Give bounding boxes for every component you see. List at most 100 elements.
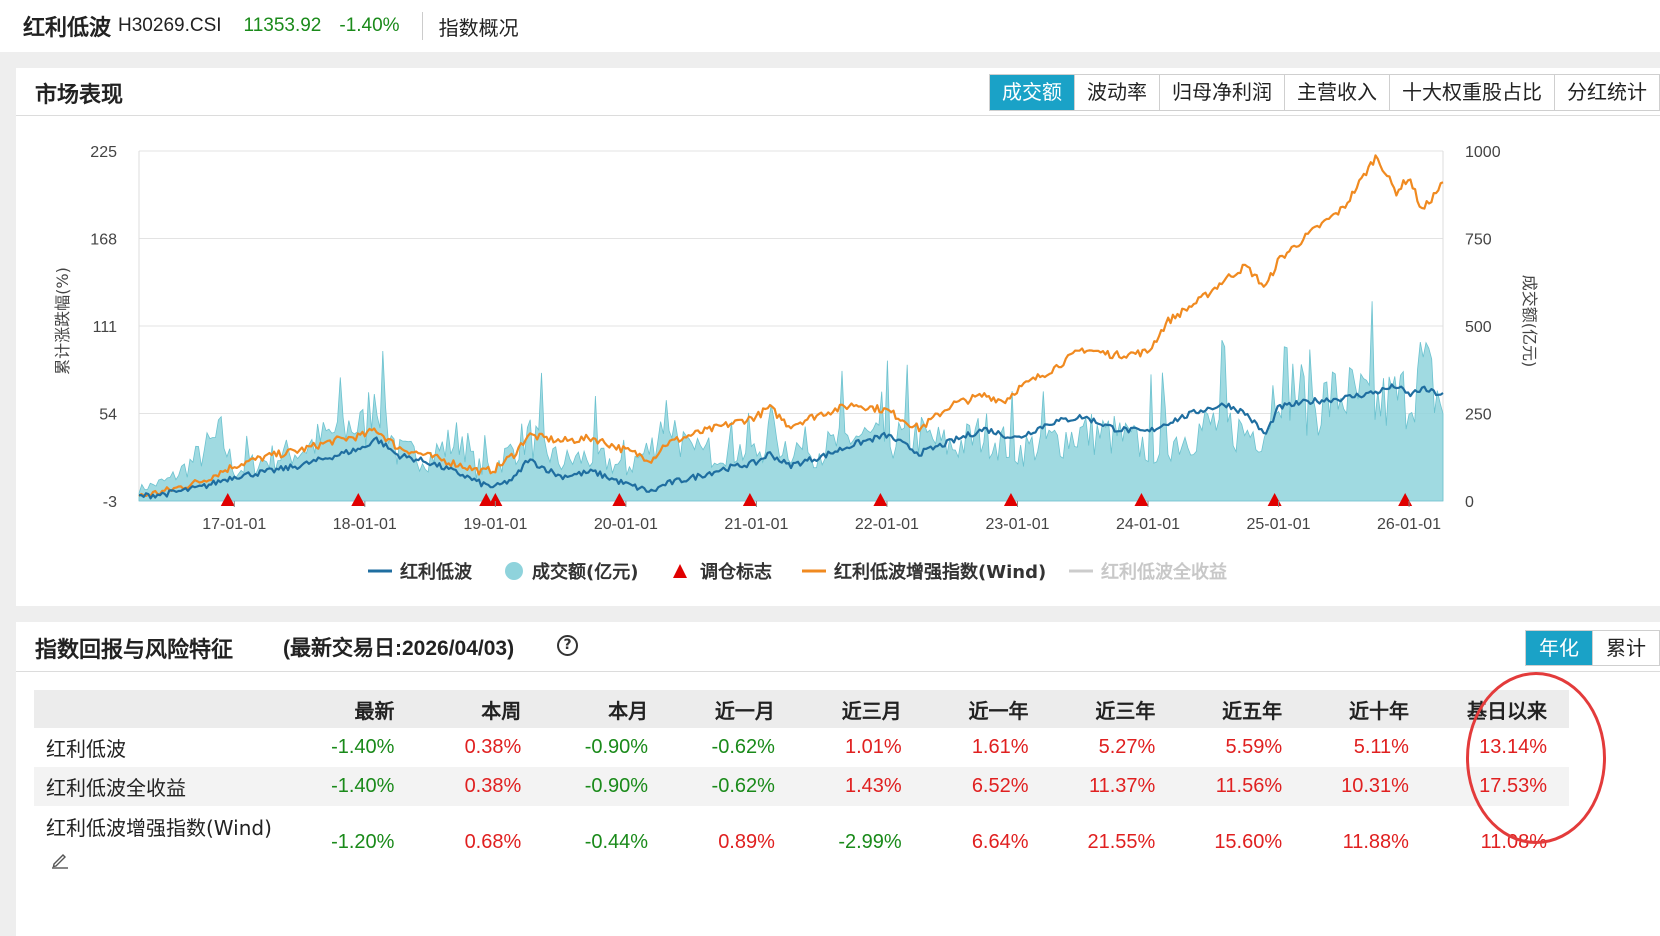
return-cell: 0.89% xyxy=(718,830,775,853)
x-tick-label: 24-01-01 xyxy=(1116,516,1180,533)
return-cell: 5.11% xyxy=(1353,736,1409,758)
return-cell: -0.44% xyxy=(584,830,649,853)
rebalance-marker xyxy=(873,493,888,506)
market-panel-header: 市场表现 成交额 波动率 归母净利润 主营收入 十大权重股占比 分红统计 xyxy=(16,68,1660,116)
return-cell: 17.53% xyxy=(1430,767,1569,806)
returns-table-body: 红利低波 -1.40% 0.38% -0.90% -0.62% 1.01% 1.61% 5.2… xyxy=(34,728,1569,878)
legend-label: 红利低波 xyxy=(400,561,473,583)
rebalance-marker xyxy=(488,493,503,506)
market-panel-title: 市场表现 xyxy=(35,83,124,108)
legend-swatch-triangle xyxy=(673,564,687,578)
return-cell: -1.40% xyxy=(331,736,395,758)
index-overview-link[interactable]: 指数概况 xyxy=(438,15,519,40)
return-cell: -0.62% xyxy=(711,736,775,758)
return-cell: -0.90% xyxy=(543,767,671,806)
line-layer xyxy=(138,154,1444,500)
return-cell: 21.55% xyxy=(1087,830,1156,853)
toggle-annualized[interactable]: 年化 xyxy=(1526,631,1592,665)
return-cell: 13.14% xyxy=(1479,736,1547,758)
rebalance-marker xyxy=(479,493,494,506)
help-icon[interactable]: ? xyxy=(557,635,578,656)
row-label: 红利低波全收益 xyxy=(46,776,186,800)
tab-turnover[interactable]: 成交额 xyxy=(990,75,1074,110)
col-header: 近三年 xyxy=(1050,690,1178,728)
returns-panel: 指数回报与风险特征 (最新交易日:2026/04/03) ? 年化 累计 最新 … xyxy=(16,622,1660,936)
y-left-tick-label: 225 xyxy=(90,144,117,161)
x-tick-label: 21-01-01 xyxy=(724,516,788,533)
rebalance-marker-layer xyxy=(220,493,1413,506)
rebalance-marker xyxy=(220,493,235,506)
market-chart-svg: 225 1000 168 750 111 500 54 250 -3 0 累计涨跌幅(%) 成交额(亿… xyxy=(53,144,1539,583)
edit-icon[interactable] xyxy=(50,849,70,869)
y-right-tick-label: 250 xyxy=(1465,407,1492,424)
y-right-tick-label: 750 xyxy=(1465,232,1492,249)
latest-trade-date: (最新交易日:2026/04/03) xyxy=(283,637,515,660)
return-cell: 5.27% xyxy=(1098,736,1156,758)
market-tabs: 成交额 波动率 归母净利润 主营收入 十大权重股占比 分红统计 xyxy=(989,74,1660,111)
col-header: 基日以来 xyxy=(1430,690,1569,728)
returns-header-row: 最新 本周 本月 近一月 近三月 近一年 近三年 近五年 近十年 基日以来 xyxy=(34,690,1569,728)
tab-top10-weights[interactable]: 十大权重股占比 xyxy=(1389,75,1554,110)
col-header: 近十年 xyxy=(1304,690,1431,728)
row-label: 红利低波增强指数(Wind) xyxy=(46,816,272,840)
x-tick-label: 25-01-01 xyxy=(1247,516,1311,533)
tab-net-profit[interactable]: 归母净利润 xyxy=(1159,75,1284,110)
return-cell: 11.88% xyxy=(1342,830,1409,853)
return-cell: -1.40% xyxy=(285,767,417,806)
returns-row: 红利低波全收益 -1.40% 0.38% -0.90% -0.62% 1.43% 6.52%… xyxy=(34,767,1569,806)
return-cell: -0.62% xyxy=(670,767,797,806)
legend-label: 成交额(亿元) xyxy=(532,561,638,583)
col-header: 近五年 xyxy=(1177,690,1305,728)
col-header: 本周 xyxy=(416,690,544,728)
return-mode-toggle: 年化 累计 xyxy=(1525,630,1660,666)
returns-row-name: 红利低波增强指数(Wind) xyxy=(34,806,286,878)
return-cell: 0.38% xyxy=(416,767,544,806)
rebalance-marker xyxy=(1134,493,1149,506)
legend-swatch-dot xyxy=(505,562,523,580)
legend-label: 调仓标志 xyxy=(700,561,772,583)
returns-table: 最新 本周 本月 近一月 近三月 近一年 近三年 近五年 近十年 基日以来 红利… xyxy=(34,690,1569,878)
axes-layer: 225 1000 168 750 111 500 54 250 -3 0 累计涨跌幅(%) 成交额(亿… xyxy=(53,144,1539,533)
enhanced-index-line xyxy=(138,154,1444,498)
tab-volatility[interactable]: 波动率 xyxy=(1074,75,1159,110)
returns-panel-header: 指数回报与风险特征 (最新交易日:2026/04/03) ? 年化 累计 xyxy=(16,622,1660,672)
x-tick-label: 26-01-01 xyxy=(1377,516,1441,533)
index-code: H30269.CSI xyxy=(118,15,222,36)
returns-row-name: 红利低波 xyxy=(34,728,286,767)
x-tick-label: 17-01-01 xyxy=(202,516,266,533)
col-header: 近一年 xyxy=(923,690,1051,728)
index-header: 红利低波 H30269.CSI 11353.92 -1.40% 指数概况 xyxy=(0,0,1660,52)
tab-revenue[interactable]: 主营收入 xyxy=(1284,75,1389,110)
return-cell: 11.37% xyxy=(1050,767,1178,806)
legend-label: 红利低波增强指数(Wind) xyxy=(834,561,1046,583)
market-panel: 市场表现 成交额 波动率 归母净利润 主营收入 十大权重股占比 分红统计 225… xyxy=(16,68,1660,606)
col-header: 本月 xyxy=(543,690,671,728)
index-change: -1.40% xyxy=(339,15,400,36)
y-right-axis-title: 成交额(亿元) xyxy=(1520,275,1539,368)
returns-row-name: 红利低波全收益 xyxy=(34,767,286,806)
index-name: 红利低波 xyxy=(23,16,112,41)
return-cell: 1.01% xyxy=(845,736,902,758)
chart-legend: 红利低波 成交额(亿元) 调仓标志 红利低波增强指数(Wind) 红利低波全收益 xyxy=(368,561,1227,583)
x-tick-label: 22-01-01 xyxy=(855,516,919,533)
return-cell: 0.68% xyxy=(464,830,522,853)
tab-dividend-stats[interactable]: 分红统计 xyxy=(1554,75,1659,110)
x-tick-label: 20-01-01 xyxy=(594,516,658,533)
header-divider xyxy=(421,12,423,40)
col-header: 近一月 xyxy=(670,690,797,728)
y-right-tick-label: 1000 xyxy=(1465,144,1501,161)
y-left-tick-label: -3 xyxy=(103,494,117,511)
toggle-cumulative[interactable]: 累计 xyxy=(1592,631,1659,665)
return-cell: 6.52% xyxy=(923,767,1051,806)
x-tick-label: 19-01-01 xyxy=(463,516,527,533)
x-tick-label: 23-01-01 xyxy=(985,516,1049,533)
return-cell: 1.61% xyxy=(971,736,1029,758)
return-cell: 11.08% xyxy=(1480,830,1547,853)
return-cell: 10.31% xyxy=(1304,767,1431,806)
returns-panel-title: 指数回报与风险特征 xyxy=(35,638,234,663)
return-cell: -0.90% xyxy=(584,736,649,758)
col-header: 最新 xyxy=(285,690,417,728)
rebalance-marker xyxy=(742,493,757,506)
y-left-axis-title: 累计涨跌幅(%) xyxy=(53,267,72,375)
index-price: 11353.92 xyxy=(243,15,322,36)
